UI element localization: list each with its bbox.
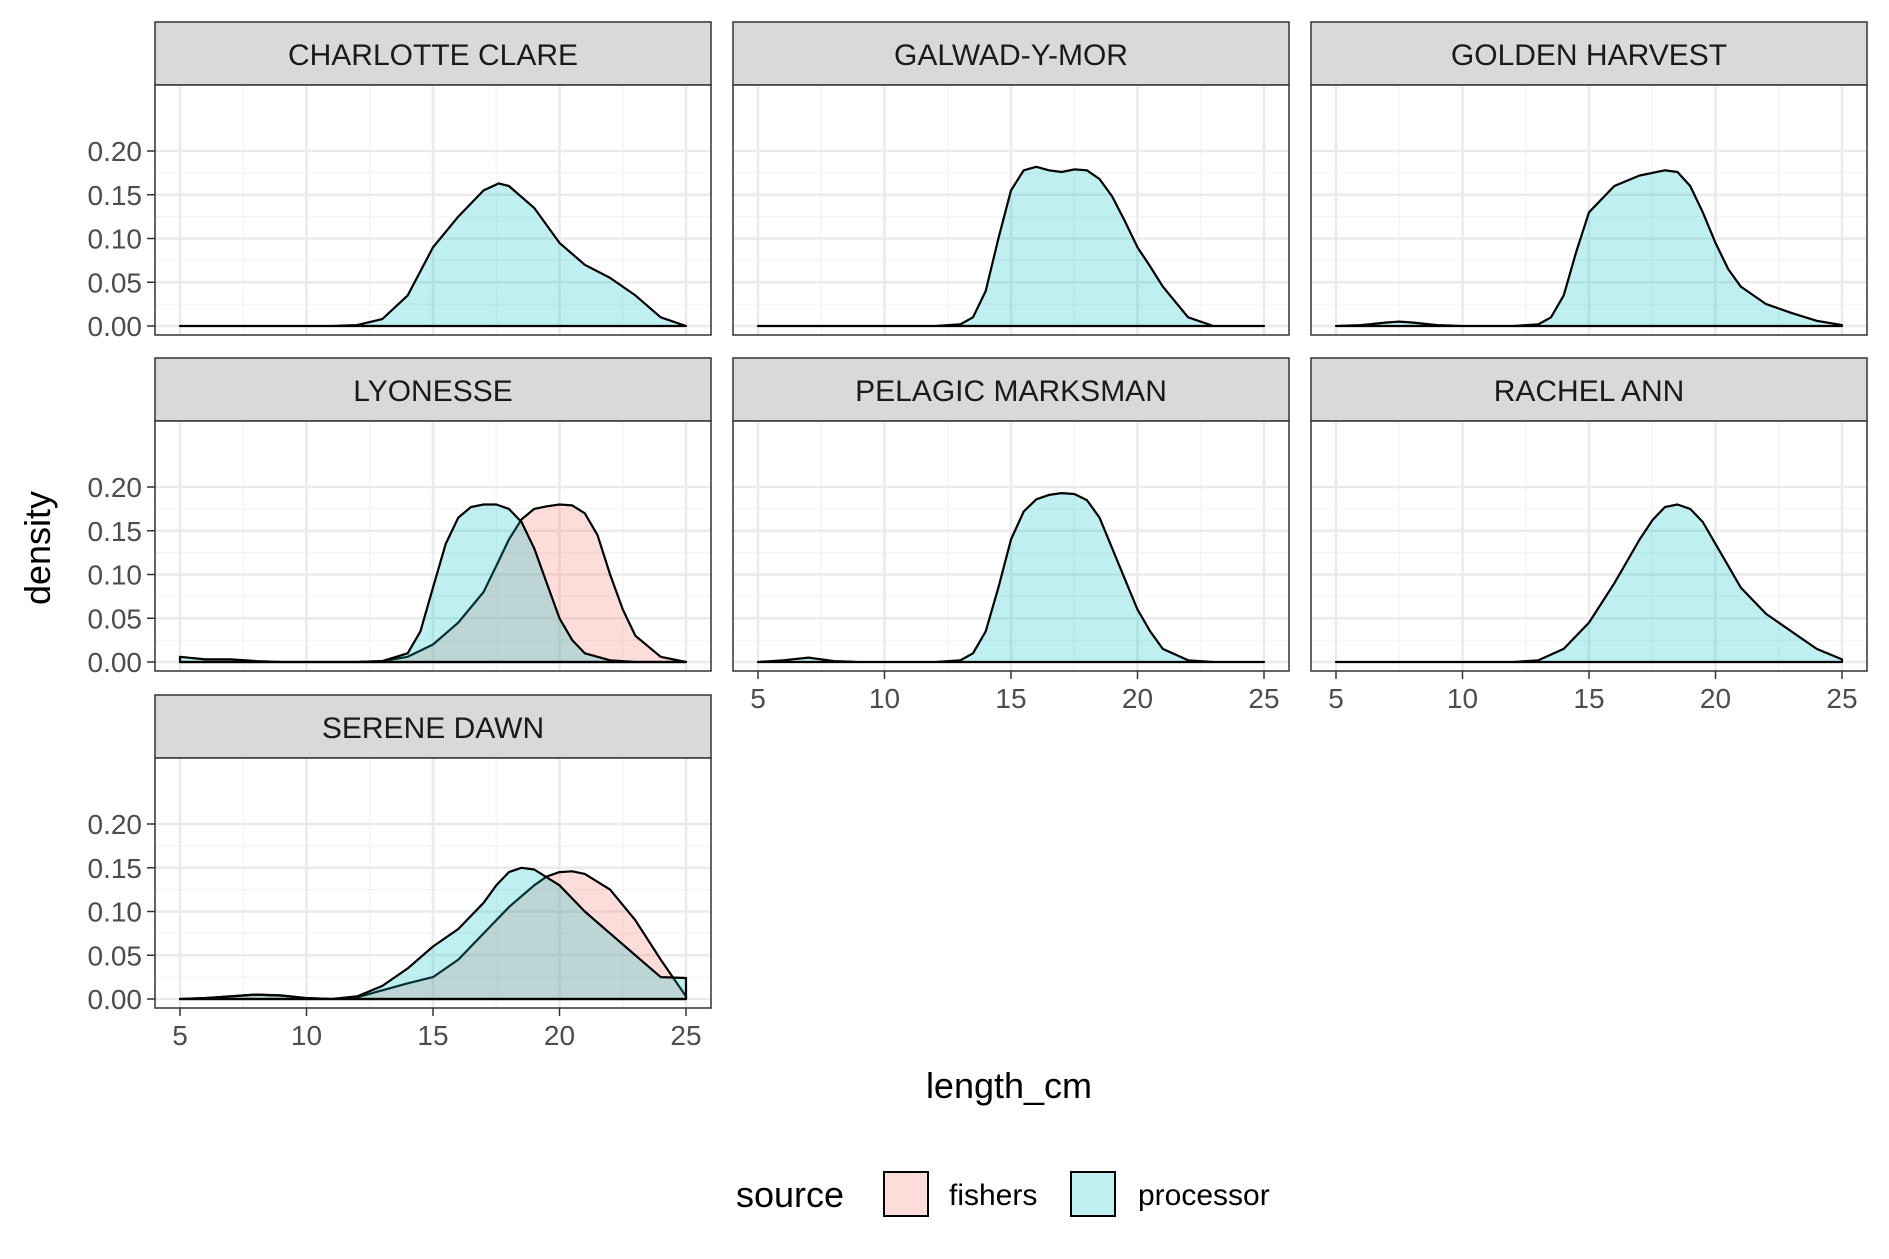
facet-strip-label-lyonesse: LYONESSE: [353, 375, 513, 408]
facet-strip-label-golden-harvest: GOLDEN HARVEST: [1451, 39, 1727, 72]
legend-label-processor: processor: [1138, 1179, 1270, 1212]
density-area-processor-golden-harvest: [1334, 169, 1844, 328]
density-area-processor-rachel-ann: [1334, 503, 1844, 664]
facet-panel-charlotte-clare: CHARLOTTE CLARE 0.00 0.05 0.10 0.15 0.20: [88, 21, 712, 342]
y-tick-label: 0.15: [88, 853, 143, 884]
legend-label-fishers: fishers: [949, 1179, 1037, 1212]
facet-strip-galwad-y-mor: [732, 21, 1290, 86]
legend-key-processor: [1070, 1171, 1116, 1217]
legend-key-fishers: [883, 1171, 929, 1217]
y-tick-label: 0.05: [88, 940, 143, 971]
x-tick-label: 15: [1573, 683, 1604, 714]
y-tick-label: 0.15: [88, 180, 143, 211]
density-area-processor-serene-dawn: [178, 866, 688, 1001]
x-tick-label: 20: [1700, 683, 1731, 714]
facet-strip-pelagic-marksman: [732, 357, 1290, 422]
x-tick-label: 10: [1447, 683, 1478, 714]
facet-strip-label-pelagic-marksman: PELAGIC MARKSMAN: [855, 375, 1167, 408]
x-tick-label: 20: [544, 1020, 575, 1051]
y-tick-label: 0.20: [88, 809, 143, 840]
facet-strip-charlotte-clare: [154, 21, 712, 86]
facet-panel-lyonesse: LYONESSE 0.00 0.05 0.10 0.15 0.20: [88, 357, 712, 678]
x-tick-label: 15: [995, 683, 1026, 714]
facet-panel-golden-harvest: GOLDEN HARVEST: [1310, 21, 1868, 336]
y-tick-label: 0.00: [88, 311, 143, 342]
density-area-processor-galwad-y-mor: [756, 165, 1266, 328]
x-tick-label: 10: [291, 1020, 322, 1051]
facet-panel-galwad-y-mor: GALWAD-Y-MOR: [732, 21, 1290, 336]
panel-border-golden-harvest: [1310, 84, 1868, 336]
facet-strip-label-charlotte-clare: CHARLOTTE CLARE: [288, 39, 578, 72]
x-tick-label: 5: [172, 1020, 188, 1051]
y-tick-label: 0.10: [88, 560, 143, 591]
y-tick-label: 0.20: [88, 472, 143, 503]
x-tick-label: 25: [1248, 683, 1279, 714]
x-tick-label: 10: [869, 683, 900, 714]
y-tick-label: 0.10: [88, 897, 143, 928]
panel-border-galwad-y-mor: [732, 84, 1290, 336]
facet-panel-serene-dawn: SERENE DAWN 0.00 0.05 0.10 0.15 0.20 5 10 15 20 25: [88, 694, 712, 1051]
density-area-processor-pelagic-marksman: [756, 492, 1266, 664]
facet-strip-golden-harvest: [1310, 21, 1868, 86]
x-tick-label: 5: [1328, 683, 1344, 714]
x-axis-title: length_cm: [926, 1065, 1092, 1106]
facet-strip-label-galwad-y-mor: GALWAD-Y-MOR: [894, 39, 1128, 72]
y-tick-label: 0.10: [88, 224, 143, 255]
density-area-processor-charlotte-clare: [178, 182, 688, 328]
y-tick-label: 0.20: [88, 136, 143, 167]
panel-border-charlotte-clare: [154, 84, 712, 336]
facet-panels: CHARLOTTE CLARE 0.00 0.05 0.10 0.15 0.20 GALWA…: [88, 21, 1868, 1051]
legend-title: source: [736, 1174, 844, 1215]
panel-border-lyonesse: [154, 420, 712, 672]
facet-strip-label-serene-dawn: SERENE DAWN: [322, 712, 544, 745]
legend: source fishers processor: [736, 1171, 1270, 1217]
x-tick-label: 25: [670, 1020, 701, 1051]
y-tick-label: 0.00: [88, 984, 143, 1015]
grid-charlotte-clare: [155, 85, 711, 335]
x-tick-label: 20: [1122, 683, 1153, 714]
x-tick-label: 15: [417, 1020, 448, 1051]
facet-strip-label-rachel-ann: RACHEL ANN: [1494, 375, 1685, 408]
facet-panel-pelagic-marksman: PELAGIC MARKSMAN 5 10 15 20 25: [732, 357, 1290, 714]
y-tick-label: 0.05: [88, 267, 143, 298]
x-tick-label: 25: [1826, 683, 1857, 714]
facet-panel-rachel-ann: RACHEL ANN 5 10 15 20 25: [1310, 357, 1868, 714]
facet-strip-rachel-ann: [1310, 357, 1868, 422]
y-tick-label: 0.00: [88, 647, 143, 678]
y-tick-label: 0.15: [88, 516, 143, 547]
grid-pelagic-marksman: [733, 421, 1289, 671]
y-axis-title: density: [17, 491, 58, 605]
y-tick-label: 0.05: [88, 603, 143, 634]
facet-strip-lyonesse: [154, 357, 712, 422]
density-area-processor-lyonesse: [178, 503, 688, 664]
x-tick-label: 5: [750, 683, 766, 714]
